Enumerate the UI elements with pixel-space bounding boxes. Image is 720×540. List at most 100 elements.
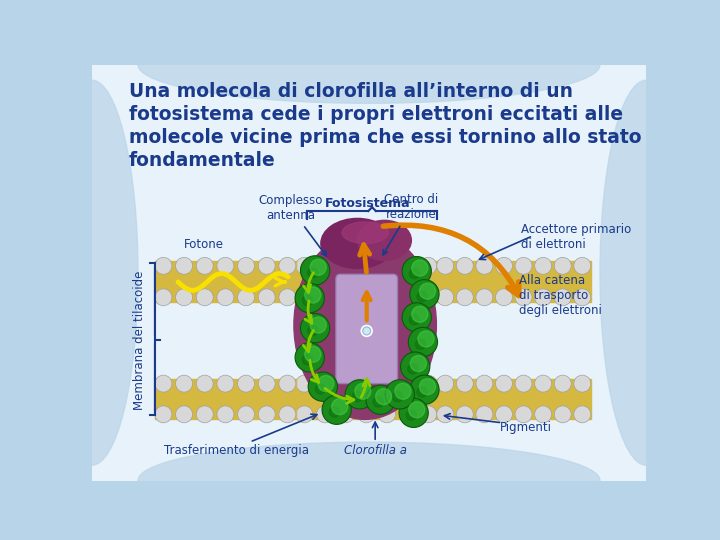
Circle shape <box>322 395 351 424</box>
Text: Accettore primario
di elettroni: Accettore primario di elettroni <box>521 224 631 252</box>
Circle shape <box>176 406 192 423</box>
Circle shape <box>554 406 571 423</box>
Circle shape <box>476 406 493 423</box>
Circle shape <box>399 375 416 392</box>
Circle shape <box>399 258 416 274</box>
Text: Pigmenti: Pigmenti <box>500 421 552 434</box>
Circle shape <box>337 406 354 423</box>
Text: Alla catena
di trasporto
degli elettroni: Alla catena di trasporto degli elettroni <box>519 274 602 317</box>
FancyArrowPatch shape <box>304 273 313 292</box>
Circle shape <box>410 280 439 309</box>
FancyArrowPatch shape <box>325 388 354 403</box>
Circle shape <box>437 258 454 274</box>
Circle shape <box>300 314 330 343</box>
Circle shape <box>456 375 473 392</box>
Ellipse shape <box>138 26 600 103</box>
Ellipse shape <box>357 220 411 260</box>
Circle shape <box>279 258 296 274</box>
Circle shape <box>399 289 416 306</box>
Circle shape <box>409 268 420 279</box>
Circle shape <box>295 284 324 313</box>
Circle shape <box>217 258 234 274</box>
Circle shape <box>554 375 571 392</box>
Circle shape <box>296 375 312 392</box>
Text: Clorofilla a: Clorofilla a <box>343 444 407 457</box>
Bar <box>437 379 590 419</box>
Circle shape <box>258 406 275 423</box>
Circle shape <box>345 380 374 409</box>
Circle shape <box>279 375 296 392</box>
Circle shape <box>315 384 325 394</box>
Circle shape <box>305 346 321 362</box>
Circle shape <box>302 295 312 306</box>
Circle shape <box>574 258 590 274</box>
Circle shape <box>379 375 395 392</box>
Circle shape <box>437 289 454 306</box>
Circle shape <box>554 258 571 274</box>
Circle shape <box>406 410 416 420</box>
Circle shape <box>279 289 296 306</box>
Text: Trasferimento di energia: Trasferimento di energia <box>164 444 309 457</box>
Circle shape <box>385 380 415 409</box>
Circle shape <box>535 258 552 274</box>
Circle shape <box>308 372 338 401</box>
Circle shape <box>495 375 513 392</box>
Circle shape <box>402 303 431 332</box>
Circle shape <box>400 352 430 381</box>
Circle shape <box>495 406 513 423</box>
Circle shape <box>412 306 428 322</box>
Circle shape <box>358 258 375 274</box>
Ellipse shape <box>600 80 693 465</box>
Circle shape <box>409 314 420 325</box>
Bar <box>296 261 437 302</box>
Circle shape <box>399 406 416 423</box>
Circle shape <box>358 375 375 392</box>
Circle shape <box>296 289 312 306</box>
FancyArrowPatch shape <box>383 225 519 295</box>
Circle shape <box>366 385 395 414</box>
Circle shape <box>258 289 275 306</box>
Circle shape <box>317 406 333 423</box>
Circle shape <box>417 387 427 397</box>
Circle shape <box>417 292 427 302</box>
Text: fondamentale: fondamentale <box>129 151 276 170</box>
Circle shape <box>420 283 436 299</box>
Circle shape <box>217 406 234 423</box>
Circle shape <box>296 258 312 274</box>
Circle shape <box>317 289 333 306</box>
Circle shape <box>574 406 590 423</box>
Circle shape <box>476 258 493 274</box>
Circle shape <box>408 364 418 374</box>
Circle shape <box>318 375 334 391</box>
Circle shape <box>515 375 532 392</box>
Circle shape <box>337 375 354 392</box>
Circle shape <box>332 399 348 415</box>
Circle shape <box>310 259 326 275</box>
Circle shape <box>437 406 454 423</box>
Circle shape <box>410 355 426 372</box>
Circle shape <box>337 258 354 274</box>
Circle shape <box>495 289 513 306</box>
Circle shape <box>410 375 439 404</box>
Circle shape <box>329 407 339 417</box>
Circle shape <box>352 392 363 402</box>
Circle shape <box>361 326 372 336</box>
Bar <box>155 379 296 419</box>
Text: molecole vicine prima che essi tornino allo stato: molecole vicine prima che essi tornino a… <box>129 128 642 147</box>
Circle shape <box>279 406 296 423</box>
Circle shape <box>535 289 552 306</box>
Text: Fotosistema: Fotosistema <box>325 197 410 210</box>
Circle shape <box>574 375 590 392</box>
FancyArrowPatch shape <box>361 379 370 397</box>
Circle shape <box>535 375 552 392</box>
Circle shape <box>379 289 395 306</box>
Circle shape <box>217 375 234 392</box>
Circle shape <box>355 383 371 399</box>
Circle shape <box>302 355 312 365</box>
Circle shape <box>420 406 437 423</box>
Ellipse shape <box>321 218 394 268</box>
Circle shape <box>456 289 473 306</box>
Circle shape <box>515 258 532 274</box>
Circle shape <box>515 406 532 423</box>
Circle shape <box>197 289 213 306</box>
